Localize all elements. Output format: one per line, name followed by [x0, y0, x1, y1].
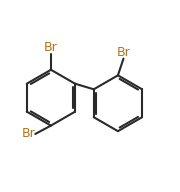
- Text: Br: Br: [117, 46, 130, 59]
- Text: Br: Br: [44, 41, 58, 54]
- Text: Br: Br: [22, 127, 35, 141]
